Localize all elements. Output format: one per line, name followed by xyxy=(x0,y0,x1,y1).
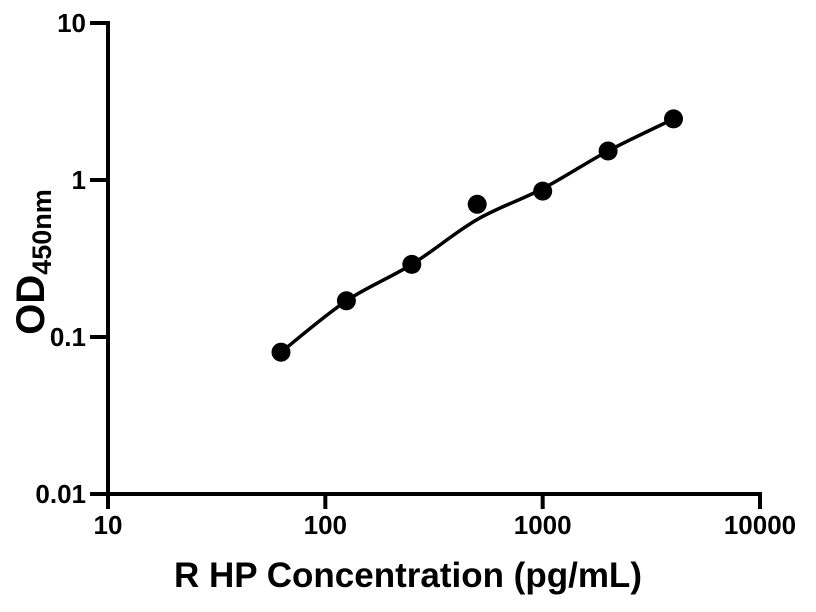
data-point-marker xyxy=(664,109,683,129)
y-tick-label-0p1: 0.1 xyxy=(49,322,86,352)
y-tick-label-1: 1 xyxy=(71,165,86,195)
x-tick-label-100: 100 xyxy=(303,510,348,540)
y-axis-title-main: OD xyxy=(9,274,53,335)
data-point-marker xyxy=(533,181,553,201)
y-axis-title-subscript: 450nm xyxy=(27,189,57,275)
x-tick-label-10: 10 xyxy=(93,510,123,540)
data-point-marker xyxy=(467,194,487,214)
x-tick-label-1000: 1000 xyxy=(513,510,572,540)
data-point-marker xyxy=(598,141,618,161)
y-tick-label-10: 10 xyxy=(57,8,86,38)
data-point-marker xyxy=(402,254,422,274)
y-axis-title: OD450nm xyxy=(6,187,57,337)
data-point-marker xyxy=(271,342,291,362)
x-axis-title: R HP Concentration (pg/mL) xyxy=(174,556,642,595)
data-point-marker xyxy=(336,291,356,311)
x-tick-label-10000: 10000 xyxy=(723,510,797,540)
y-tick-label-0p01: 0.01 xyxy=(35,479,86,509)
